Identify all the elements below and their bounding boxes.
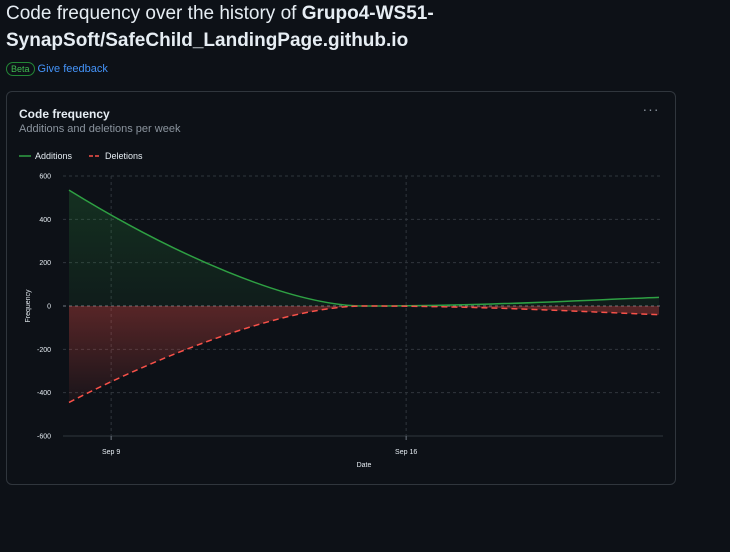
page-title: Code frequency over the history of Grupo… bbox=[6, 0, 706, 54]
beta-row: Beta Give feedback bbox=[6, 62, 706, 76]
line-layer bbox=[68, 189, 660, 404]
repo-name: Grupo4-WS51-SynapSoft/SafeChild_LandingP… bbox=[6, 3, 434, 51]
legend-label: Additions bbox=[35, 151, 73, 161]
kebab-horizontal-icon[interactable]: ··· bbox=[642, 101, 660, 117]
x-axis-label: Date bbox=[357, 462, 372, 469]
code-frequency-chart: Additions Deletions 600 400 200 0 -200 -400 -60… bbox=[19, 151, 663, 469]
chart-title: Code frequency bbox=[19, 107, 110, 121]
axis-layer: 600 400 200 0 -200 -400 -600 Sep 9 Sep 16 bbox=[37, 174, 417, 457]
legend-item-deletions[interactable]: Deletions bbox=[89, 151, 143, 161]
y-tick-label: -400 bbox=[37, 390, 51, 397]
x-tick-label: Sep 9 bbox=[102, 449, 120, 456]
chart-legend: Additions Deletions bbox=[19, 151, 143, 161]
legend-label: Deletions bbox=[105, 151, 143, 161]
page-title-prefix: Code frequency over the history of bbox=[6, 3, 302, 24]
y-tick-label: -600 bbox=[37, 434, 51, 441]
give-feedback-link[interactable]: Give feedback bbox=[37, 63, 108, 75]
beta-badge: Beta bbox=[6, 62, 35, 76]
page-header: Code frequency over the history of Grupo… bbox=[6, 0, 706, 76]
y-tick-label: 600 bbox=[39, 174, 51, 181]
x-tick-label: Sep 16 bbox=[395, 449, 417, 456]
y-tick-label: 200 bbox=[39, 260, 51, 267]
y-tick-label: 0 bbox=[47, 304, 51, 311]
y-tick-label: 400 bbox=[39, 217, 51, 224]
series-line-deletions[interactable] bbox=[68, 305, 660, 404]
y-axis-label: Frequency bbox=[25, 289, 32, 323]
legend-item-additions[interactable]: Additions bbox=[19, 151, 73, 161]
area-additions bbox=[69, 190, 659, 306]
area-layer bbox=[69, 190, 659, 403]
chart-subtitle: Additions and deletions per week bbox=[19, 123, 181, 135]
code-frequency-card: Code frequency Additions and deletions p… bbox=[6, 91, 676, 485]
area-deletions bbox=[69, 306, 659, 403]
y-tick-label: -200 bbox=[37, 347, 51, 354]
